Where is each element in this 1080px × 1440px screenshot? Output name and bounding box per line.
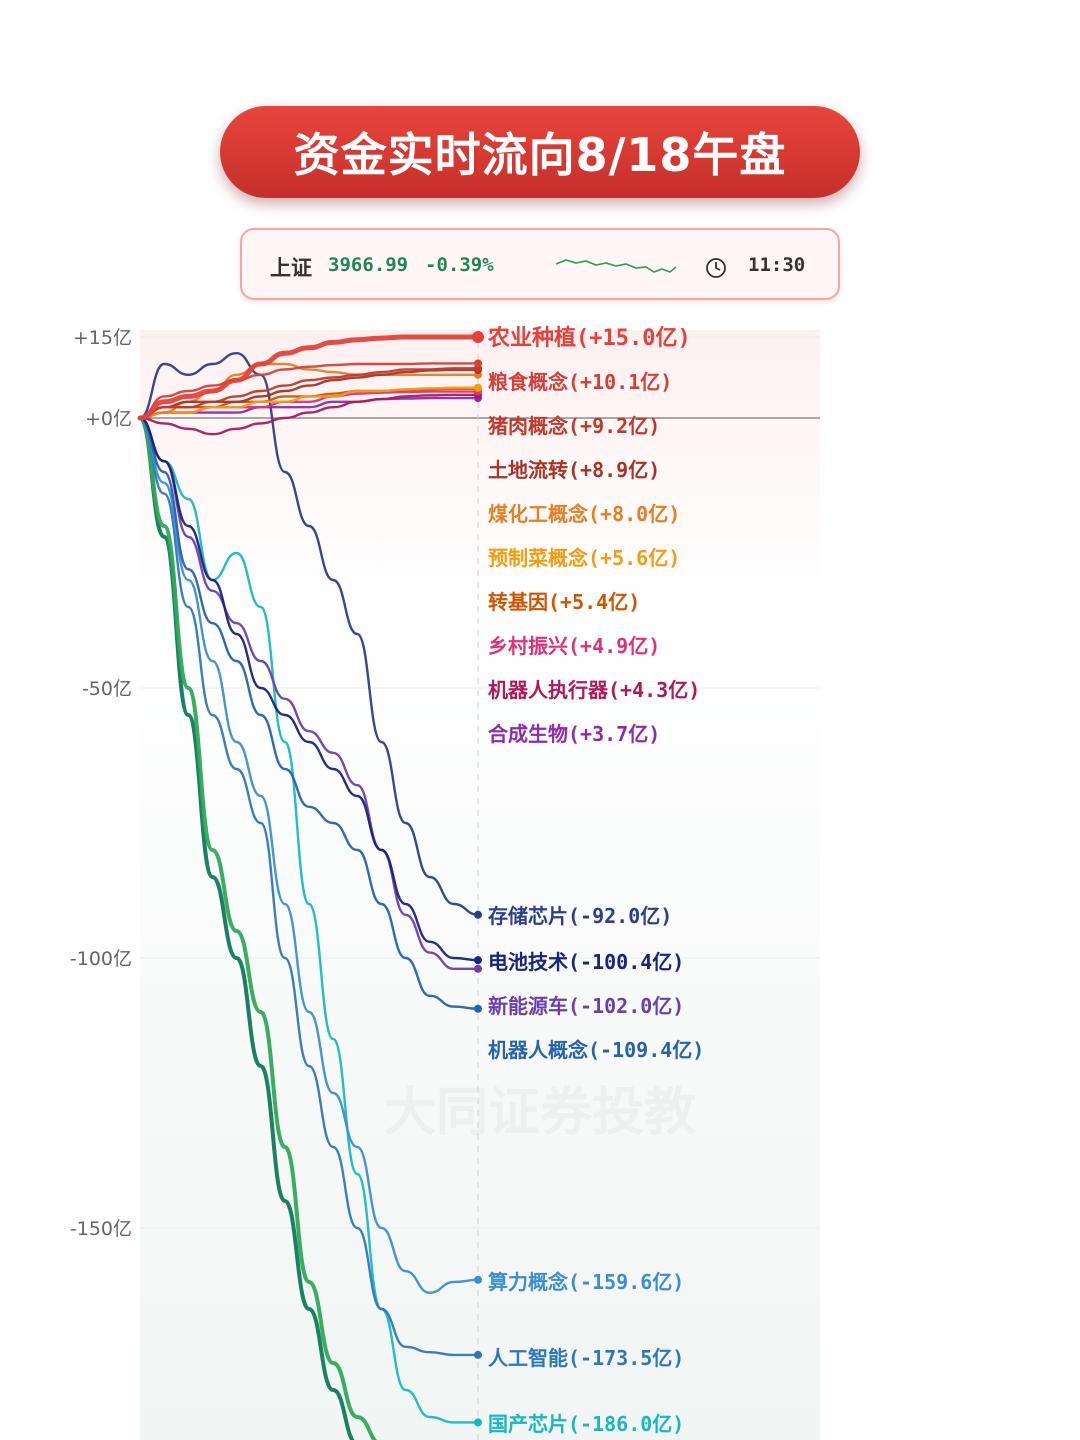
series-label: 乡村振兴(+4.9亿) [488,634,660,658]
series-line-人工智能 [138,416,480,1357]
series-line-存储芯片 [138,351,480,916]
series-label: 机器人概念(-109.4亿) [488,1038,704,1062]
series-line-煤化工概念 [138,362,480,420]
series-end-point [474,1418,482,1427]
series-label: 农业种植(+15.0亿) [487,325,691,351]
series-line-机器人概念 [138,416,480,1010]
index-value: 3966.99 [328,254,409,276]
series-line-土地流转 [138,368,480,420]
series-label-name: 人工智能 [488,1346,568,1370]
series-label-name: 猪肉概念 [488,414,568,438]
series-end-point [474,359,482,368]
title-banner: 资金实时流向8/18午盘 [220,106,860,198]
series-label-value: (-92.0亿) [568,904,672,928]
series-label-value: (-100.4亿) [568,950,684,974]
series-label-value: (-173.5亿) [568,1346,684,1370]
series-label: 煤化工概念(+8.0亿) [488,502,680,526]
series-label: 新能源车(-102.0亿) [488,994,684,1018]
series-label-name: 国产芯片 [488,1412,568,1436]
y-tick-label: -150亿 [70,1218,132,1240]
series-end-point [474,1004,482,1013]
series-label-name: 合成生物 [488,722,568,746]
y-tick-label: -100亿 [70,948,132,970]
series-line-unnamed-18 [138,416,355,1440]
series-line-农业种植 [137,334,481,421]
series-end-point [474,910,482,919]
series-label: 预制菜概念(+5.6亿) [488,546,680,570]
y-tick-label: -50亿 [82,678,132,700]
y-tick-label: +15亿 [73,327,132,349]
index-time: 11:30 [748,254,806,276]
series-end-point [474,956,482,965]
series-line-国产芯片 [138,416,480,1424]
y-tick-label: +0亿 [85,408,132,430]
series-label-name: 转基因 [488,590,548,614]
series-line-猪肉概念 [138,367,480,420]
series-line-新能源车 [138,416,480,971]
series-label: 粮食概念(+10.1亿) [488,370,672,394]
series-label-name: 机器人执行器 [488,678,609,702]
series-line-电池技术 [138,416,480,962]
series-label-value: (+5.4亿) [548,590,640,614]
plot-background [140,330,820,1440]
series-label-name: 电池技术 [488,950,568,974]
series-label-value: (+3.7亿) [568,722,660,746]
series-label-value: (+15.0亿) [576,326,691,351]
series-label-value: (+8.9亿) [568,458,660,482]
watermark-text: 大同证券投教 [384,1083,696,1143]
series-end-point [472,331,484,343]
index-sparkline-icon [555,259,677,273]
series-label-name: 算力概念 [488,1270,568,1294]
series-end-point [474,1275,482,1284]
series-label: 合成生物(+3.7亿) [488,722,660,746]
index-name: 上证 [270,256,312,280]
clock-icon [706,258,726,278]
series-label: 猪肉概念(+9.2亿) [488,414,660,438]
series-label: 土地流转(+8.9亿) [488,458,660,482]
series-label-value: (+9.2亿) [568,414,660,438]
series-line-预制菜概念 [138,386,480,420]
series-label-name: 土地流转 [488,458,568,482]
series-label-value: (-186.0亿) [568,1412,684,1436]
series-label: 电池技术(-100.4亿) [488,950,684,974]
series-label-value: (+5.6亿) [588,546,680,570]
series-label: 人工智能(-173.5亿) [488,1346,684,1370]
series-label-name: 预制菜概念 [488,546,588,570]
series-end-point [474,964,482,973]
series-label-name: 乡村振兴 [488,634,568,658]
series-label-value: (-159.6亿) [568,1270,684,1294]
index-change: -0.39% [425,254,494,276]
series-label-name: 存储芯片 [488,904,568,928]
series-label-value: (+4.9亿) [568,634,660,658]
series-label: 算力概念(-159.6亿) [488,1270,684,1294]
series-label-name: 粮食概念 [488,370,568,394]
series-label-value: (+4.3亿) [608,678,700,702]
series-label-value: (-102.0亿) [568,994,684,1018]
series-label-name: 新能源车 [488,994,568,1018]
series-label-value: (-109.4亿) [588,1038,704,1062]
series-label: 存储芯片(-92.0亿) [488,904,672,928]
series-label-name: 农业种植 [487,325,576,351]
series-line-算力概念 [138,416,480,1295]
series-line-unnamed-17 [138,416,378,1440]
series-end-point [474,1350,482,1359]
series-line-机器人执行器 [138,393,480,436]
page-title: 资金实时流向8/18午盘 [293,128,787,182]
series-line-粮食概念 [138,362,480,420]
series-label: 国产芯片(-186.0亿) [488,1412,684,1436]
series-label-value: (+8.0亿) [588,502,680,526]
series-label-name: 机器人概念 [488,1038,588,1062]
index-card: 上证 3966.99 -0.39% 11:30 [240,228,840,300]
fund-flow-chart: 大同证券投教 +15亿 +0亿 -50亿 -100亿 -150亿 农业种植(+15.0亿) 粮… [70,325,820,1440]
series-label-name: 煤化工概念 [488,502,588,526]
series-label-value: (+10.1亿) [568,370,672,394]
series-label: 机器人执行器(+4.3亿) [488,678,700,702]
series-label: 转基因(+5.4亿) [488,590,640,614]
series-end-point [474,383,482,392]
